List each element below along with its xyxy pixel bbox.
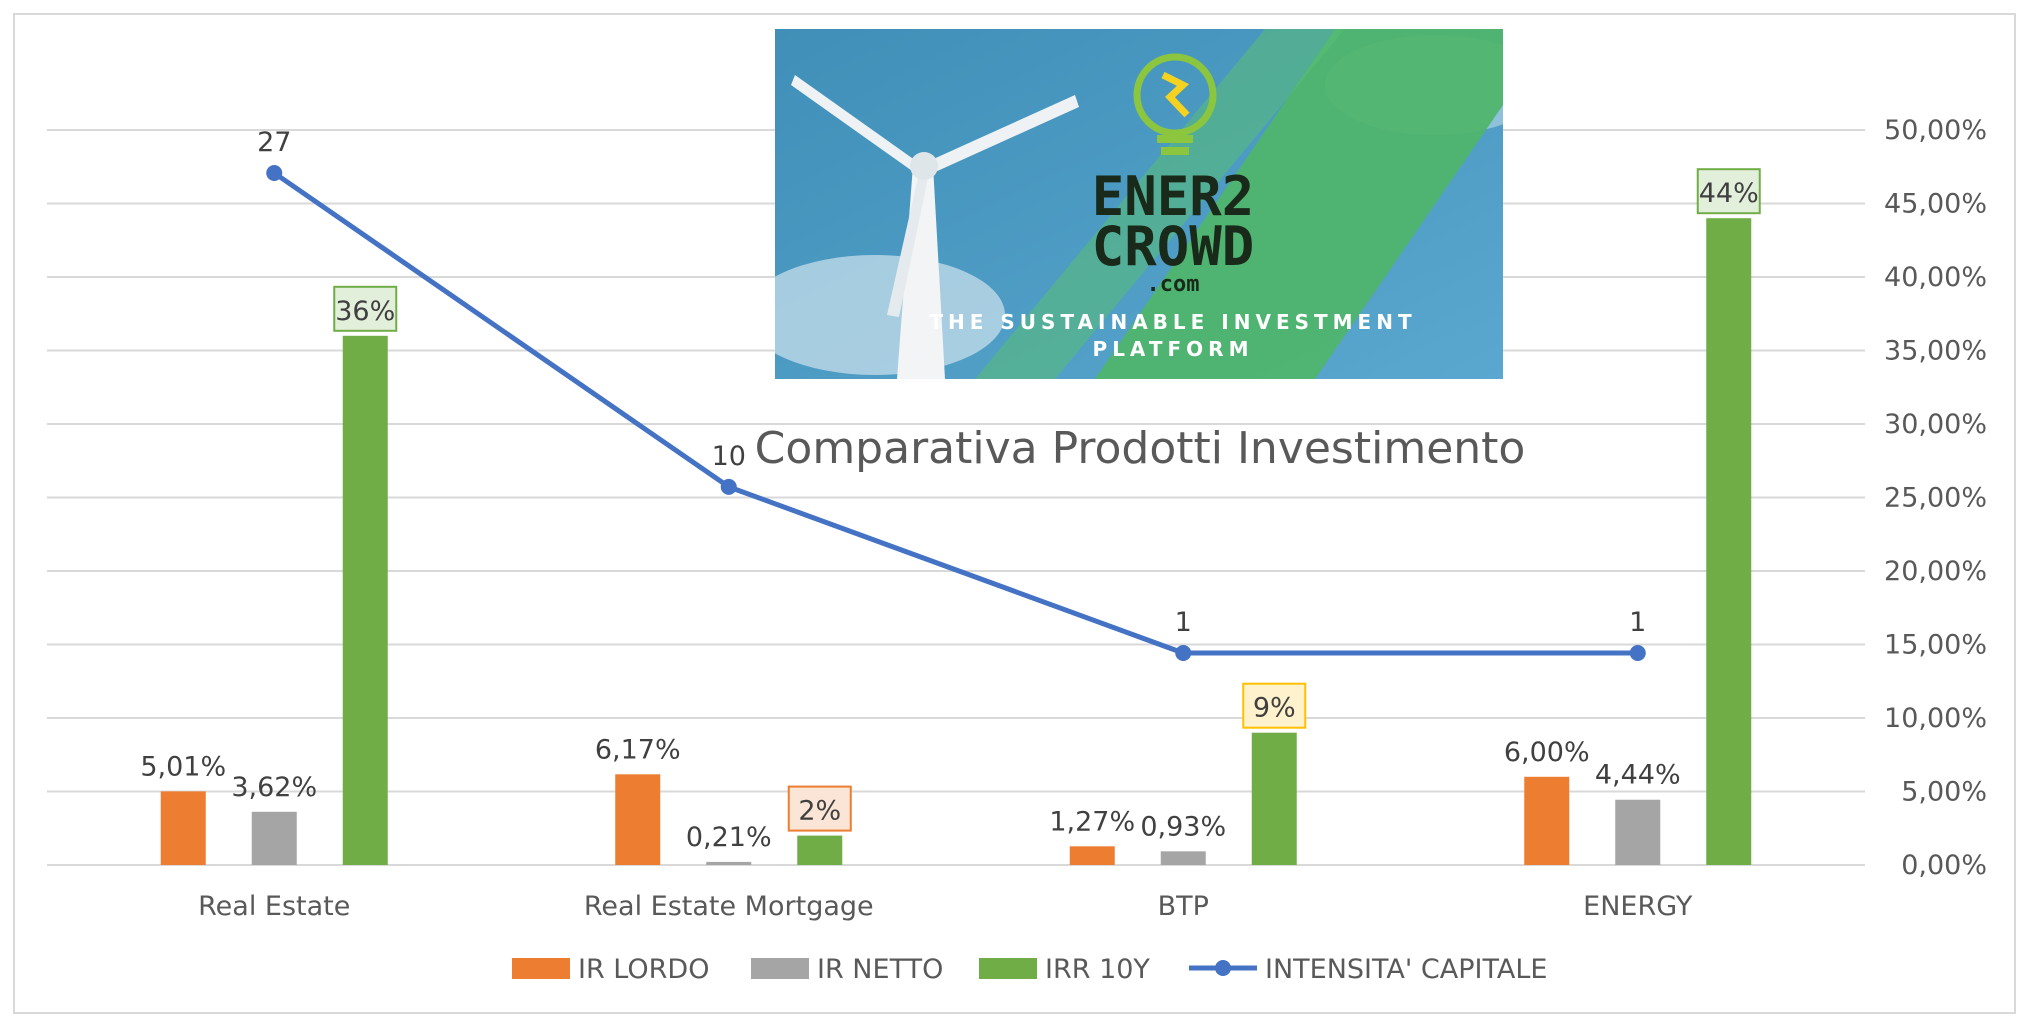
bar <box>342 335 388 865</box>
line-point <box>1629 645 1646 661</box>
y-axis-ticks: 0,00% 5,00% 10,00% 15,00% 20,00% 25,00% 30,00%… <box>1884 115 1987 881</box>
x-category-label: Real Estate <box>198 891 350 922</box>
chart-title: Comparativa Prodotti Investimento <box>755 423 1526 474</box>
logo-tagline-line2: PLATFORM <box>1093 337 1254 361</box>
bar <box>1069 846 1115 865</box>
bar <box>160 791 206 865</box>
ener2crowd-logo-banner: ENER2 CROWD .com THE SUSTAINABLE INVESTM… <box>775 29 1503 379</box>
line-data-label: 10 <box>712 441 746 472</box>
y-tick-label: 5,00% <box>1901 777 1987 808</box>
bar <box>1251 732 1297 865</box>
chart-frame: 0,00% 5,00% 10,00% 15,00% 20,00% 25,00% 30,00%… <box>13 13 2016 1014</box>
lightbulb-icon <box>1133 53 1217 155</box>
line-point <box>266 165 283 181</box>
data-label: 6,17% <box>595 734 681 765</box>
logo-brand-line2: CROWD <box>1092 215 1255 278</box>
x-category-label: ENERGY <box>1583 891 1693 922</box>
data-label: 44% <box>1699 178 1759 209</box>
data-label: 6,00% <box>1504 737 1590 768</box>
wind-turbine-icon <box>791 75 1079 379</box>
x-category-label: Real Estate Mortgage <box>584 891 874 922</box>
legend-swatch <box>751 958 809 979</box>
bar <box>1706 218 1752 865</box>
data-label: 1,27% <box>1049 806 1135 837</box>
data-label-box <box>787 785 852 832</box>
logo-domain: .com <box>1147 272 1200 297</box>
y-tick-label: 40,00% <box>1884 262 1987 293</box>
line-data-label: 1 <box>1629 607 1646 638</box>
y-tick-label: 45,00% <box>1884 189 1987 220</box>
line-data-label: 27 <box>257 127 291 158</box>
legend-label: IRR 10Y <box>1045 954 1150 985</box>
green-diagonal-band <box>1095 29 1503 379</box>
y-tick-label: 30,00% <box>1884 409 1987 440</box>
bar <box>1160 851 1206 865</box>
data-label: 3,62% <box>231 772 317 803</box>
bar <box>706 861 752 865</box>
bar <box>615 774 661 865</box>
data-label: 4,44% <box>1595 760 1681 791</box>
data-label: 0,21% <box>686 822 772 853</box>
bars <box>160 218 1752 865</box>
bar <box>797 835 843 865</box>
data-label: 0,93% <box>1140 811 1226 842</box>
legend-marker <box>1215 960 1231 976</box>
combo-chart: 0,00% 5,00% 10,00% 15,00% 20,00% 25,00% 30,00%… <box>47 29 1987 985</box>
line-point <box>1175 645 1192 661</box>
data-label: 2% <box>798 796 841 827</box>
data-label: 5,01% <box>140 751 226 782</box>
bar <box>1524 776 1570 865</box>
green-diagonal-band <box>975 29 1345 379</box>
legend: IR LORDO IR NETTO IRR 10Y INTENSITA' CAPITA… <box>512 954 1547 985</box>
logo-tagline-line1: THE SUSTAINABLE INVESTMENT <box>929 310 1416 334</box>
data-label-box <box>1242 682 1307 729</box>
y-tick-label: 50,00% <box>1884 115 1987 146</box>
y-tick-label: 25,00% <box>1884 483 1987 514</box>
legend-swatch <box>979 958 1037 979</box>
data-labels: 5,01% 6,17% 1,27% 6,00% 3,62% 0,21% 0,93% 4,44%… <box>140 127 1761 853</box>
data-label: 36% <box>335 296 395 327</box>
legend-swatch <box>512 958 570 979</box>
data-label-box <box>333 285 398 332</box>
line-point <box>720 478 737 495</box>
bar <box>251 811 297 865</box>
data-label-box <box>1696 168 1761 215</box>
y-tick-label: 0,00% <box>1901 850 1987 881</box>
y-tick-label: 35,00% <box>1884 336 1987 367</box>
x-category-label: BTP <box>1158 891 1209 922</box>
legend-label: INTENSITA' CAPITALE <box>1265 954 1547 985</box>
legend-label: IR LORDO <box>578 954 709 985</box>
y-tick-label: 10,00% <box>1884 703 1987 734</box>
data-label: 9% <box>1253 693 1296 724</box>
legend-label: IR NETTO <box>817 954 943 985</box>
y-tick-label: 20,00% <box>1884 556 1987 587</box>
x-axis-categories: Real Estate Real Estate Mortgage BTP ENERGY <box>198 891 1693 922</box>
capital-intensity-line <box>266 165 1646 661</box>
logo-brand-line1: ENER2 <box>1092 165 1255 228</box>
y-tick-label: 15,00% <box>1884 630 1987 661</box>
line-series-path <box>272 170 1638 656</box>
bar <box>1615 799 1661 865</box>
line-data-label: 1 <box>1175 607 1192 638</box>
